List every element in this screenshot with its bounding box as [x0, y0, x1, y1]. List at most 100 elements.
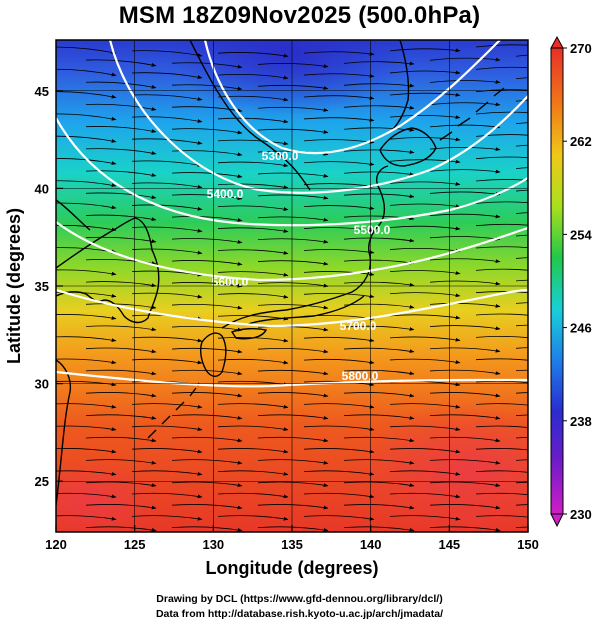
streamline — [429, 325, 501, 331]
streamline — [389, 336, 461, 342]
streamline — [303, 403, 375, 409]
streamline — [171, 150, 243, 157]
streamline — [56, 68, 117, 77]
streamline — [475, 44, 528, 48]
streamline — [515, 414, 528, 416]
streamline — [343, 61, 415, 66]
streamline — [56, 515, 117, 521]
streamline — [131, 50, 203, 58]
footer-credit-drawing: Drawing by DCL (https://www.gfd-dennou.o… — [156, 593, 443, 605]
streamline — [131, 94, 203, 101]
streamline — [303, 515, 375, 521]
streamline — [515, 122, 528, 125]
height-contours: 5300.0 5400.0 5500.0 5600.0 5700.0 5800.0 — [56, 40, 528, 388]
streamline — [257, 172, 329, 178]
streamline — [217, 492, 289, 499]
streamline — [429, 504, 501, 510]
streamline — [217, 470, 289, 476]
streamline — [257, 459, 329, 465]
streamline — [389, 225, 461, 231]
streamline — [343, 83, 415, 88]
streamline — [171, 128, 243, 135]
streamline — [515, 257, 528, 259]
streamline — [171, 194, 243, 200]
streamline — [171, 481, 243, 488]
streamline — [171, 260, 243, 266]
contour-line — [56, 370, 528, 388]
streamline — [389, 470, 461, 476]
y-axis-title: Latitude (degrees) — [4, 208, 24, 364]
streamline — [429, 459, 501, 465]
streamline — [217, 448, 289, 454]
streamline — [475, 336, 528, 339]
streamline — [475, 179, 528, 182]
streamline — [56, 470, 117, 476]
streamline — [131, 248, 203, 255]
streamline — [56, 336, 117, 342]
streamline — [303, 425, 375, 432]
streamline — [389, 448, 461, 454]
streamline — [257, 326, 329, 332]
streamline — [217, 380, 289, 387]
streamline — [56, 492, 117, 499]
contour-line — [108, 40, 528, 194]
streamline — [85, 148, 157, 155]
streamline — [303, 117, 375, 122]
streamline — [131, 116, 203, 123]
streamline — [303, 470, 375, 476]
streamline — [429, 258, 501, 264]
streamline — [171, 84, 243, 91]
colorbar-tick-label: 238 — [570, 414, 592, 429]
streamline — [515, 279, 528, 282]
streamline — [85, 103, 157, 111]
streamline — [389, 358, 461, 364]
streamline — [515, 347, 528, 349]
wind-streamlines — [56, 44, 528, 532]
streamline — [56, 91, 117, 99]
streamline — [257, 369, 329, 376]
streamline — [171, 216, 243, 222]
streamline — [515, 212, 528, 214]
streamline — [257, 526, 329, 532]
colorbar-tick-label: 262 — [570, 134, 592, 149]
streamline — [171, 459, 243, 465]
streamline — [171, 172, 243, 179]
streamline — [257, 414, 329, 420]
streamline — [475, 380, 528, 384]
colorbar-tick-label: 270 — [570, 41, 592, 56]
streamline — [343, 347, 415, 354]
streamline — [257, 392, 329, 398]
streamline — [217, 95, 289, 102]
streamline — [389, 247, 461, 253]
streamline — [131, 182, 203, 189]
streamline — [257, 481, 329, 488]
streamline — [515, 324, 528, 327]
streamline — [429, 191, 501, 196]
streamline — [303, 205, 375, 210]
temperature-field: 5300.0 5400.0 5500.0 5600.0 5700.0 5800.0 — [56, 40, 528, 532]
streamline — [85, 347, 157, 354]
streamline — [257, 216, 329, 222]
streamline — [515, 234, 528, 237]
contour-label: 5700.0 — [340, 319, 377, 333]
streamline — [475, 268, 528, 271]
streamline — [343, 259, 415, 265]
streamline — [343, 369, 415, 376]
streamline — [429, 436, 501, 443]
streamline — [85, 459, 157, 465]
x-axis: 120 125 130 135 140 145 150 — [45, 525, 539, 552]
streamline — [343, 149, 415, 154]
streamline — [343, 526, 415, 532]
streamline — [515, 437, 528, 439]
streamline — [85, 526, 157, 532]
streamline — [217, 249, 289, 255]
streamline — [343, 504, 415, 510]
streamline — [389, 92, 461, 97]
colorbar: 230 238 246 254 262 270 — [550, 35, 592, 528]
y-axis: 25 30 35 40 45 — [35, 84, 63, 489]
streamline — [171, 392, 243, 398]
streamline — [515, 144, 528, 147]
streamline — [257, 304, 329, 310]
streamline — [515, 167, 528, 169]
